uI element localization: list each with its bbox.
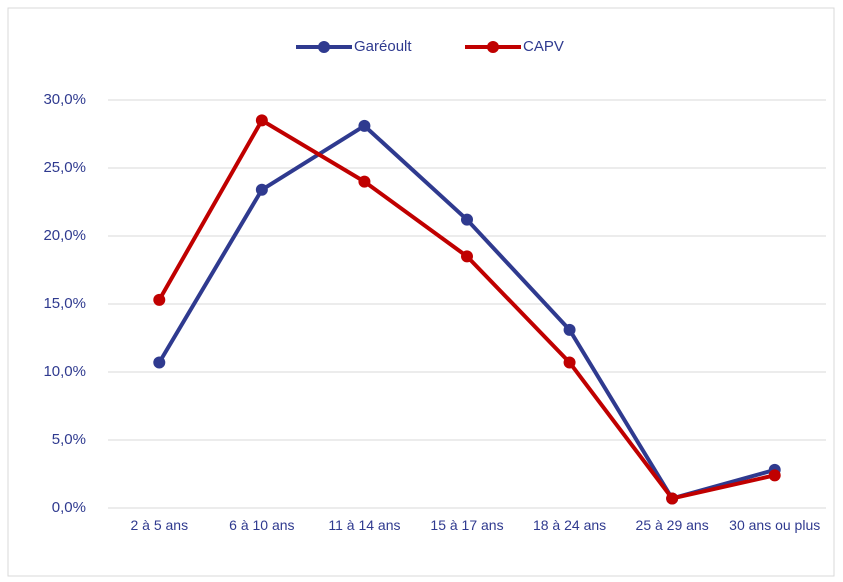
- data-point: [255, 114, 268, 127]
- x-tick-label: 6 à 10 ans: [229, 517, 295, 533]
- y-tick-label: 15,0%: [43, 295, 86, 312]
- y-tick-label: 20,0%: [43, 227, 86, 244]
- x-tick-label: 25 à 29 ans: [635, 517, 709, 533]
- data-point: [153, 356, 166, 369]
- legend-marker: [318, 41, 330, 53]
- data-point: [768, 469, 781, 482]
- legend-label: Garéoult: [354, 38, 412, 55]
- y-tick-label: 10,0%: [43, 363, 86, 380]
- data-point: [563, 323, 576, 336]
- data-point: [358, 119, 371, 132]
- y-tick-label: 0,0%: [52, 499, 86, 516]
- data-point: [153, 293, 166, 306]
- x-tick-label: 11 à 14 ans: [328, 517, 401, 533]
- y-tick-label: 25,0%: [43, 159, 86, 176]
- x-tick-label: 30 ans ou plus: [729, 517, 821, 533]
- data-point: [358, 175, 371, 188]
- x-tick-label: 2 à 5 ans: [130, 517, 189, 533]
- data-point: [666, 492, 679, 505]
- legend-label: CAPV: [523, 38, 564, 55]
- legend-marker: [487, 41, 499, 53]
- data-point: [255, 183, 268, 196]
- data-point: [563, 356, 576, 369]
- y-tick-label: 30,0%: [43, 91, 86, 108]
- data-point: [461, 213, 473, 226]
- y-tick-label: 5,0%: [52, 431, 86, 448]
- x-tick-label: 18 à 24 ans: [532, 517, 607, 533]
- data-point: [461, 250, 473, 263]
- chart-border: [7, 7, 835, 577]
- x-tick-label: 15 à 17 ans: [430, 517, 504, 533]
